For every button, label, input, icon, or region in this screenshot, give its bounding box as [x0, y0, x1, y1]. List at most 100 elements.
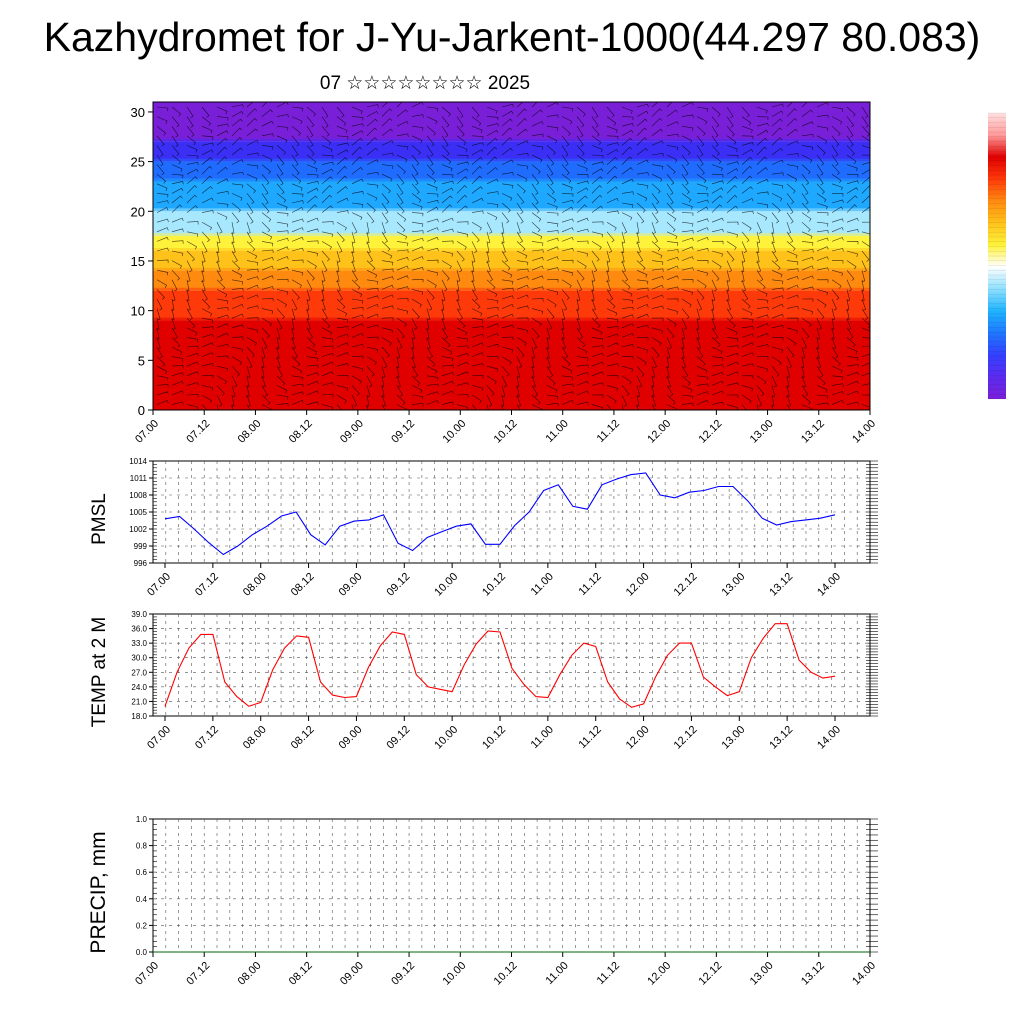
wind-barb — [561, 346, 569, 359]
wind-barb — [276, 256, 289, 261]
wind-barb — [666, 275, 679, 281]
wind-barb — [171, 217, 184, 223]
wind-barb — [426, 193, 439, 198]
wind-barb — [636, 110, 649, 117]
wind-barb — [501, 287, 514, 292]
wind-barb — [711, 318, 716, 330]
wind-barb — [201, 175, 213, 185]
wind-barb — [171, 279, 178, 292]
wind-barb — [306, 308, 310, 321]
wind-barb — [576, 135, 584, 147]
wind-barb — [381, 366, 386, 378]
wind-barb — [801, 193, 809, 205]
wind-barb — [546, 114, 559, 118]
wind-barb — [606, 106, 615, 118]
wind-barb — [801, 102, 808, 108]
wind-barb — [861, 337, 870, 339]
wind-barb — [606, 157, 618, 165]
wind-barb — [456, 394, 469, 398]
x-tick-label: 10.00 — [432, 571, 460, 599]
wind-barb — [441, 173, 454, 178]
wind-barb — [246, 241, 256, 252]
wind-barb — [366, 313, 379, 319]
wind-barb — [546, 308, 555, 320]
wind-barb — [770, 222, 775, 234]
wind-barb — [156, 247, 169, 252]
wind-barb — [366, 295, 379, 300]
wind-barb — [711, 240, 724, 245]
wind-barb — [321, 126, 330, 137]
wind-barb — [231, 375, 238, 388]
wind-barb — [336, 333, 349, 338]
wind-barb — [201, 231, 210, 243]
wind-barb — [456, 404, 469, 410]
wind-barb — [441, 187, 454, 194]
wind-barb — [246, 193, 255, 205]
wind-barb — [696, 399, 709, 405]
wind-barb — [726, 260, 732, 273]
wind-barb — [246, 139, 259, 146]
wind-barb — [651, 241, 661, 252]
wind-barb — [246, 164, 259, 169]
wind-barb — [741, 221, 752, 231]
y-axis-label: PRECIP, mm — [87, 831, 110, 953]
wind-barb — [381, 183, 391, 194]
wind-barb — [216, 123, 229, 127]
wind-barb — [486, 222, 493, 234]
wind-barb — [306, 318, 311, 330]
wind-barb — [156, 200, 169, 204]
wind-barb — [711, 154, 722, 164]
wind-barb — [711, 135, 719, 147]
wind-barb — [231, 279, 244, 285]
wind-barb — [381, 337, 392, 346]
wind-barb — [756, 212, 768, 221]
heatmap-field — [153, 102, 870, 410]
wind-barb — [396, 346, 401, 359]
wind-barb — [546, 385, 558, 393]
wind-barb — [171, 195, 183, 204]
wind-barb — [231, 385, 236, 398]
wind-barb — [696, 298, 702, 311]
wind-barb — [261, 202, 270, 214]
wind-barb — [516, 356, 523, 369]
wind-barb — [276, 246, 289, 252]
wind-barb — [621, 146, 633, 156]
wind-barb — [636, 202, 646, 213]
wind-barb — [636, 404, 639, 410]
wind-barb — [606, 165, 618, 175]
y-tick-label: 1002 — [129, 525, 147, 534]
wind-barb — [771, 241, 776, 254]
wind-barb — [471, 270, 475, 282]
wind-barb — [560, 318, 565, 330]
wind-barb — [696, 269, 708, 277]
wind-barb — [216, 343, 229, 348]
wind-barb — [426, 337, 431, 349]
wind-barb — [291, 206, 304, 213]
wind-barb — [681, 308, 690, 320]
x-tick-label: 11.12 — [576, 724, 603, 751]
wind-barb — [471, 317, 484, 323]
wind-barb — [381, 305, 394, 309]
wind-barb — [576, 240, 589, 245]
wind-barb — [756, 375, 767, 385]
wind-barb — [606, 198, 619, 204]
wind-barb — [441, 164, 453, 172]
wind-barb — [471, 404, 477, 410]
wind-barb — [786, 327, 798, 334]
wind-barb — [171, 228, 184, 233]
wind-barb — [261, 120, 274, 127]
wind-barb — [231, 250, 238, 263]
wind-barb — [666, 337, 672, 349]
wind-barb — [456, 168, 469, 175]
wind-barb — [546, 237, 559, 242]
wind-barb — [711, 390, 724, 396]
wind-barb — [171, 164, 183, 172]
wind-barb — [351, 343, 364, 348]
wind-barb — [831, 227, 844, 233]
wind-barb — [486, 385, 495, 396]
wind-barb — [681, 114, 694, 118]
wind-barb — [321, 161, 334, 166]
wind-barb — [231, 365, 240, 377]
wind-barb — [411, 375, 421, 386]
wind-barb — [771, 324, 784, 329]
